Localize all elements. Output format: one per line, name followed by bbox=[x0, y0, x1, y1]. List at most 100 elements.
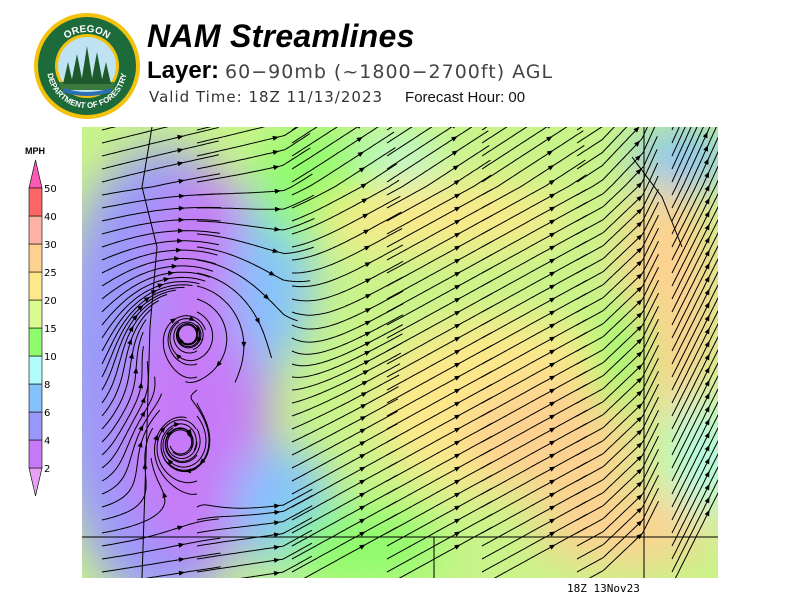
streamline bbox=[671, 348, 718, 443]
streamline-arrowhead bbox=[704, 379, 710, 387]
streamline-arrowhead bbox=[704, 223, 710, 231]
streamline-arrowhead bbox=[274, 206, 281, 212]
streamline bbox=[291, 352, 402, 404]
streamline-arrowhead bbox=[704, 249, 710, 257]
streamline-arrowhead bbox=[273, 520, 281, 526]
streamline-arrowhead bbox=[173, 422, 181, 427]
streamline bbox=[576, 396, 659, 482]
streamline bbox=[671, 127, 698, 183]
streamline-arrowhead bbox=[704, 197, 710, 205]
streamline-arrowhead bbox=[549, 271, 556, 277]
streamline-arrowhead bbox=[127, 338, 132, 345]
streamline-arrowhead bbox=[636, 273, 643, 280]
streamline-arrowhead bbox=[454, 258, 461, 264]
streamline bbox=[240, 555, 313, 578]
streamline bbox=[576, 487, 659, 573]
streamline bbox=[196, 217, 315, 231]
streamline-arrowhead bbox=[704, 288, 710, 296]
streamline bbox=[671, 478, 718, 573]
streamline bbox=[671, 270, 718, 365]
streamline bbox=[671, 361, 718, 456]
streamline bbox=[167, 389, 210, 471]
streamline-arrowhead bbox=[549, 349, 556, 355]
streamline-arrowhead bbox=[273, 165, 280, 170]
streamline bbox=[671, 205, 718, 300]
streamline-arrowhead bbox=[137, 441, 143, 448]
streamline-arrowhead bbox=[274, 226, 281, 232]
streamline-arrowhead bbox=[454, 505, 461, 511]
streamline-arrowhead bbox=[157, 283, 164, 289]
streamline-arrowhead bbox=[549, 323, 556, 329]
legend-label: 10 bbox=[44, 352, 57, 363]
streamline bbox=[481, 331, 588, 391]
streamline-arrowhead bbox=[357, 127, 361, 129]
streamline bbox=[196, 127, 266, 144]
oregon-department-of-forestry-logo: OREGON DEPARTMENT OF FORESTRY bbox=[34, 13, 140, 119]
streamline-arrowhead bbox=[359, 479, 366, 485]
streamline-arrowhead bbox=[177, 161, 184, 167]
streamline bbox=[674, 491, 718, 578]
streamline-arrowhead bbox=[704, 301, 710, 309]
streamline bbox=[576, 127, 648, 196]
streamline bbox=[576, 331, 659, 417]
streamline-arrowhead bbox=[636, 208, 643, 215]
streamline bbox=[481, 159, 586, 222]
streamline-arrowhead bbox=[549, 427, 556, 433]
streamline bbox=[291, 398, 399, 456]
streamline bbox=[291, 303, 404, 343]
streamline bbox=[291, 147, 396, 209]
streamline-arrowhead bbox=[549, 453, 556, 459]
streamline-arrowhead bbox=[150, 290, 158, 295]
streamline-arrowhead bbox=[704, 314, 710, 322]
streamline bbox=[386, 279, 493, 339]
streamline-arrowhead bbox=[188, 316, 196, 321]
streamline-arrowhead bbox=[359, 518, 366, 524]
streamline bbox=[576, 383, 659, 469]
streamline-arrowhead bbox=[546, 136, 553, 142]
streamline bbox=[196, 127, 299, 157]
streamline-arrowhead bbox=[359, 441, 366, 447]
streamline bbox=[101, 293, 168, 391]
streamline bbox=[481, 240, 588, 300]
streamline bbox=[481, 513, 588, 573]
streamline bbox=[291, 363, 401, 417]
streamline bbox=[576, 201, 659, 287]
streamline-arrowhead bbox=[177, 525, 184, 531]
streamline bbox=[481, 487, 588, 547]
legend-swatch bbox=[28, 215, 43, 245]
streamline-arrowhead bbox=[273, 570, 281, 576]
streamline-arrowhead bbox=[363, 360, 371, 366]
streamline-arrowhead bbox=[361, 198, 368, 204]
streamline-arrowhead bbox=[547, 127, 550, 129]
legend-label: 6 bbox=[44, 408, 50, 419]
streamline bbox=[386, 127, 453, 170]
streamline bbox=[144, 566, 221, 578]
streamline-arrowhead bbox=[636, 195, 643, 202]
streamline-arrowhead bbox=[175, 247, 182, 253]
streamline bbox=[576, 127, 603, 144]
streamline-arrowhead bbox=[549, 375, 556, 381]
streamline-arrowhead bbox=[359, 544, 366, 550]
streamline bbox=[156, 419, 198, 484]
streamline bbox=[386, 461, 493, 521]
streamline-arrowhead bbox=[549, 219, 556, 225]
streamline bbox=[481, 383, 588, 443]
streamline-arrowhead bbox=[704, 327, 710, 335]
streamline-arrowhead bbox=[452, 127, 455, 129]
streamline bbox=[671, 150, 718, 248]
streamline bbox=[196, 133, 311, 170]
streamline-arrowhead bbox=[636, 221, 643, 228]
streamline-arrowhead bbox=[177, 148, 184, 153]
streamline bbox=[576, 344, 659, 430]
streamline-arrowhead bbox=[454, 375, 461, 381]
streamline bbox=[576, 162, 659, 248]
streamline-arrowhead bbox=[636, 520, 643, 527]
streamline bbox=[386, 396, 493, 456]
streamline-arrowhead bbox=[549, 531, 556, 537]
streamline bbox=[386, 201, 493, 261]
streamline-arrowhead bbox=[364, 341, 372, 347]
streamline-arrowhead bbox=[364, 293, 372, 299]
streamline bbox=[481, 305, 588, 365]
streamline bbox=[481, 474, 588, 534]
streamline-arrowhead bbox=[454, 518, 461, 524]
